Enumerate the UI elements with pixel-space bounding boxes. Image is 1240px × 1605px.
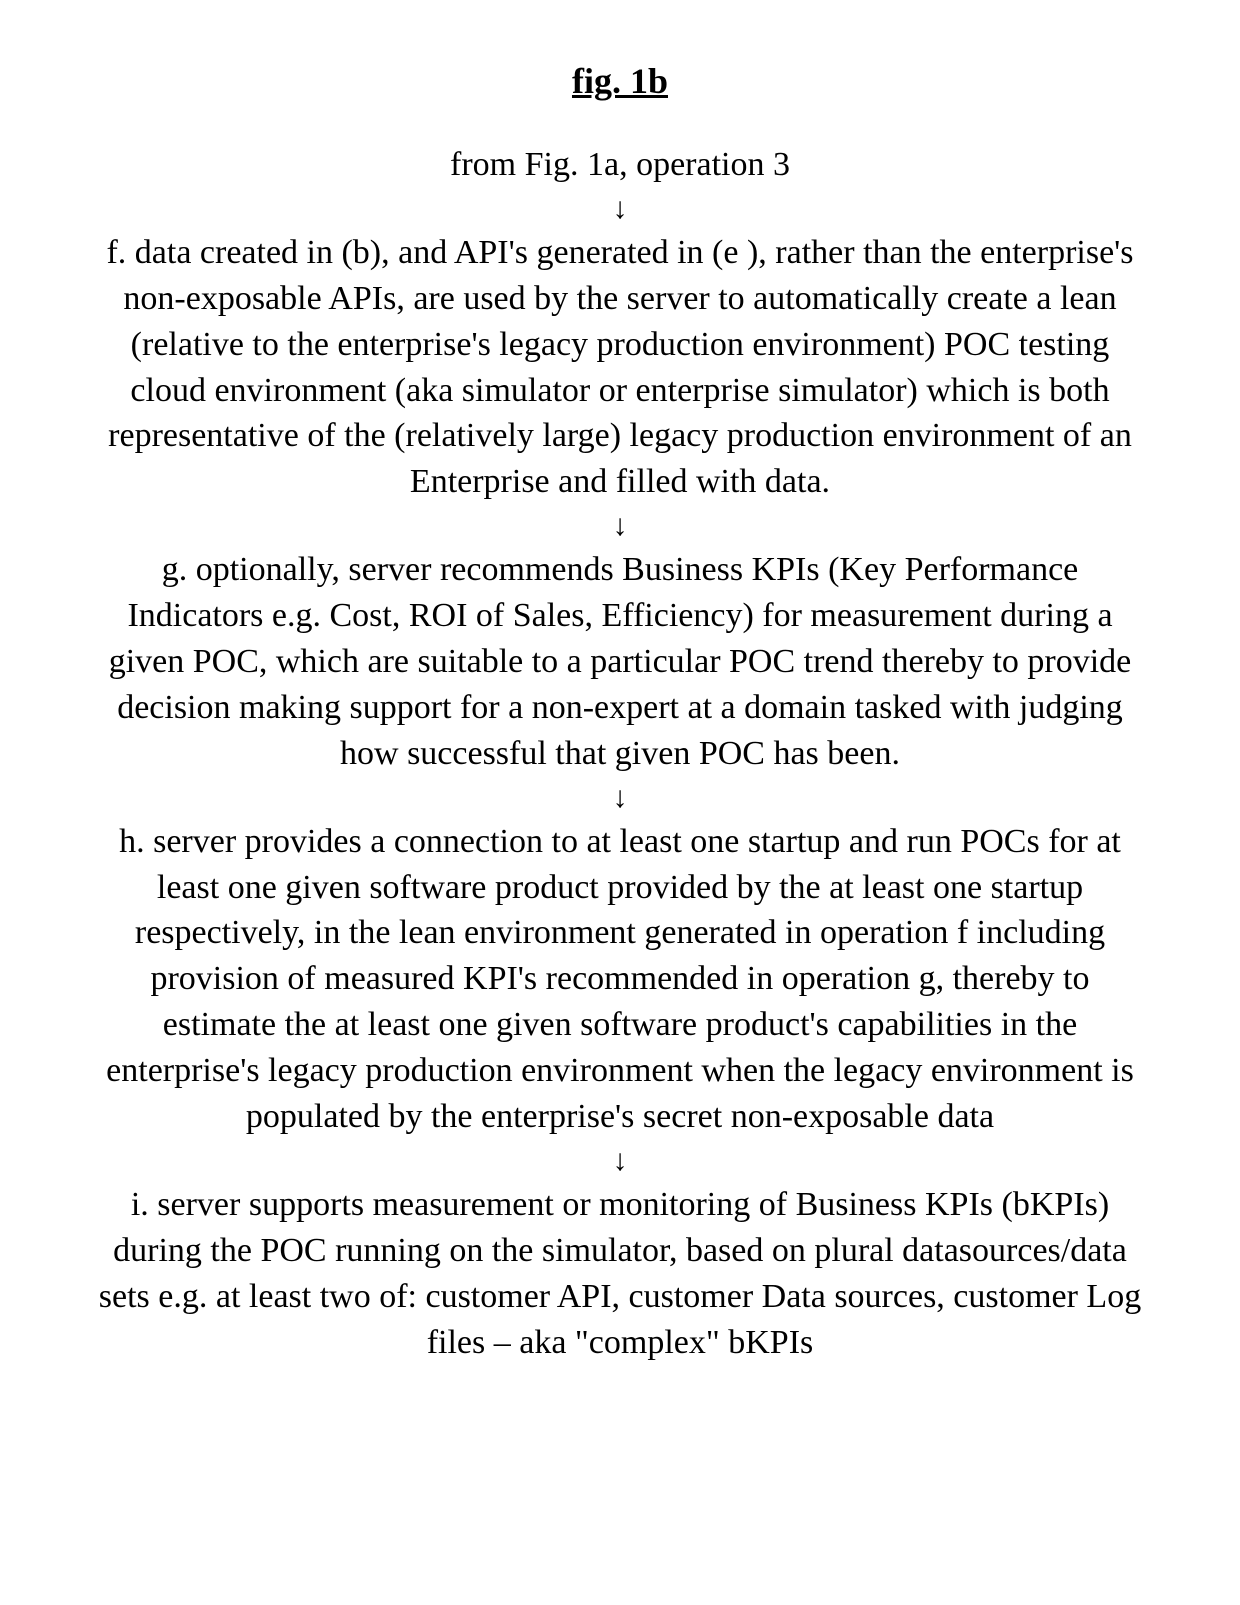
figure-page: fig. 1b from Fig. 1a, operation 3 ↓ f. d… — [0, 0, 1240, 1445]
down-arrow-icon: ↓ — [80, 511, 1160, 541]
figure-title: fig. 1b — [80, 60, 1160, 102]
flow-step-f: f. data created in (b), and API's genera… — [90, 230, 1150, 505]
flow-step-h: h. server provides a connection to at le… — [90, 819, 1150, 1140]
down-arrow-icon: ↓ — [80, 783, 1160, 813]
flow-step-i: i. server supports measurement or monito… — [90, 1182, 1150, 1366]
down-arrow-icon: ↓ — [80, 1146, 1160, 1176]
flow-step-g: g. optionally, server recommends Busines… — [90, 547, 1150, 776]
down-arrow-icon: ↓ — [80, 194, 1160, 224]
figure-intro: from Fig. 1a, operation 3 — [80, 142, 1160, 188]
